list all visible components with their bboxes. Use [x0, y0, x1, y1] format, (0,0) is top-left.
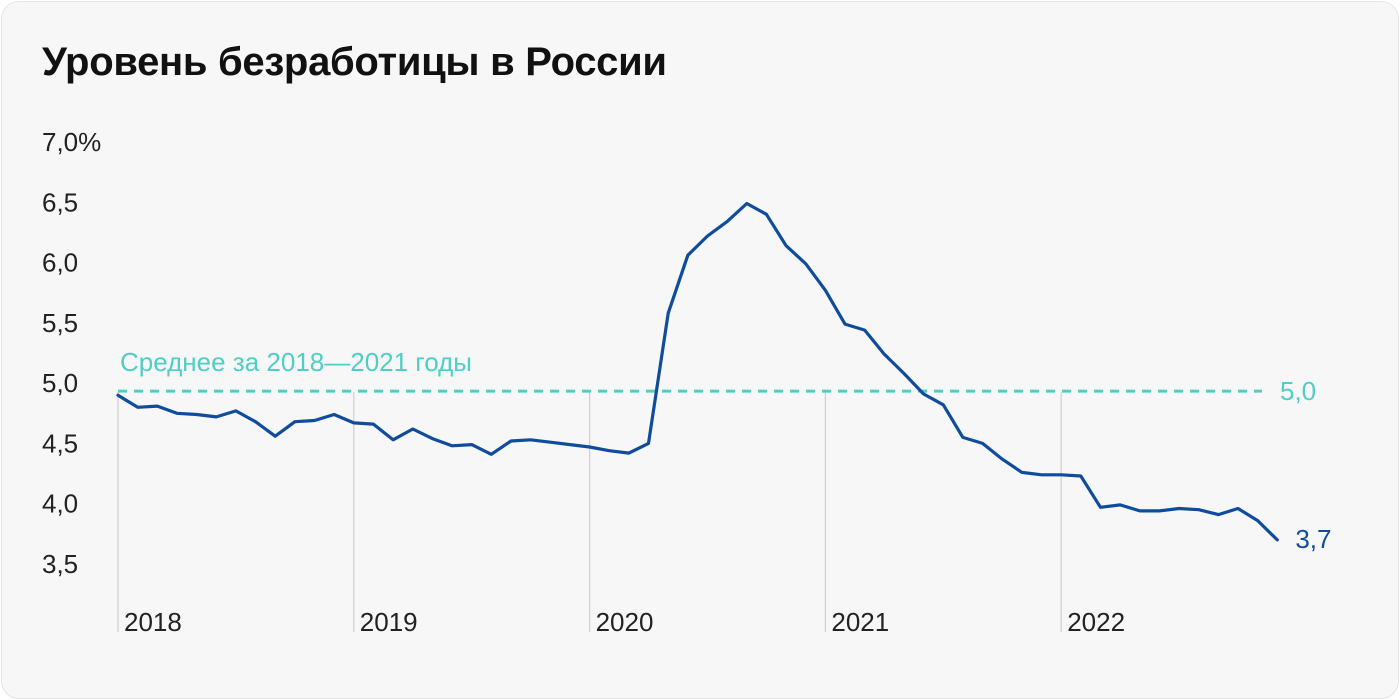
x-tick-label: 2019 [360, 607, 418, 637]
x-tick-label: 2018 [124, 607, 182, 637]
y-tick-label: 6,0 [42, 248, 78, 278]
y-tick-label: 4,5 [42, 428, 78, 458]
unemployment-series-line [116, 201, 1279, 542]
y-tick-label: 4,0 [42, 489, 78, 519]
x-tick-label: 2022 [1067, 607, 1125, 637]
y-tick-label: 6,5 [42, 187, 78, 217]
chart-title: Уровень безработицы в России [42, 40, 667, 84]
y-tick-label: 3,5 [42, 549, 78, 579]
x-tick-label: 2021 [831, 607, 889, 637]
average-value-label: 5,0 [1280, 376, 1316, 406]
average-label: Среднее за 2018—2021 годы [120, 347, 472, 377]
x-tick-label: 2020 [596, 607, 654, 637]
end-value-label: 3,7 [1295, 524, 1331, 554]
y-tick-label: 5,0 [42, 368, 78, 398]
y-tick-label: 5,5 [42, 308, 78, 338]
y-tick-label: 7,0% [42, 127, 101, 157]
